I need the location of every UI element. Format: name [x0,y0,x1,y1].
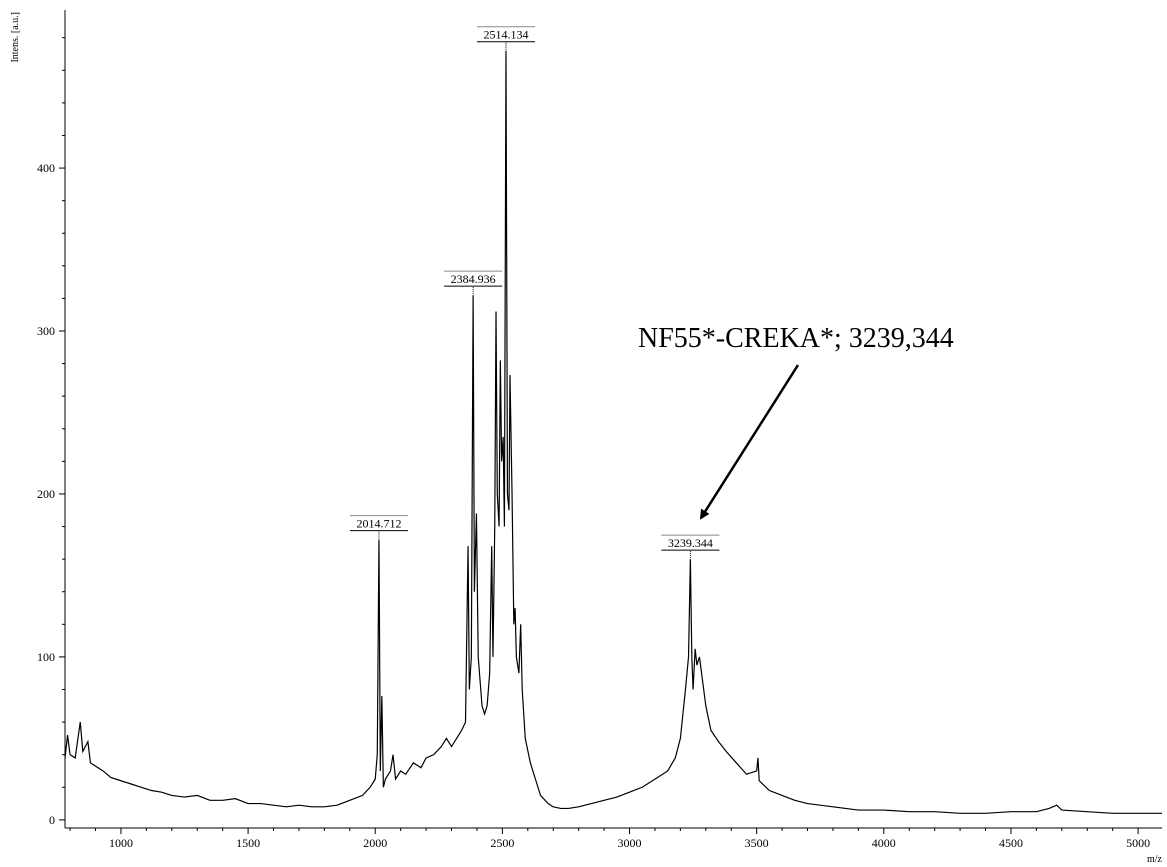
x-tick-label: 4500 [999,836,1023,850]
spectrum-line [64,50,1162,814]
x-tick-label: 1000 [109,836,133,850]
peak-label: 2384.936 [451,272,496,286]
x-tick-label: 2000 [363,836,387,850]
y-tick-label: 200 [37,487,55,501]
x-axis-label: m/z [1147,854,1163,865]
y-axis-label: Intens. [a.u.] [10,12,21,63]
x-tick-label: 5000 [1126,836,1150,850]
annotation: NF55*-CREKA*; 3239,344 [638,323,954,354]
peak-label: 2014.712 [356,517,401,531]
x-tick-label: 1500 [236,836,260,850]
annotation-arrow [699,364,800,520]
peak-label: 2514.134 [483,28,528,42]
y-tick-label: 400 [37,161,55,175]
x-tick-label: 4000 [872,836,896,850]
x-tick-label: 3500 [745,836,769,850]
y-tick-label: 0 [49,813,55,827]
peak-label: 3239.344 [668,536,713,550]
y-tick-label: 100 [37,650,55,664]
y-tick-label: 300 [37,324,55,338]
x-tick-label: 2500 [490,836,514,850]
x-tick-label: 3000 [618,836,642,850]
